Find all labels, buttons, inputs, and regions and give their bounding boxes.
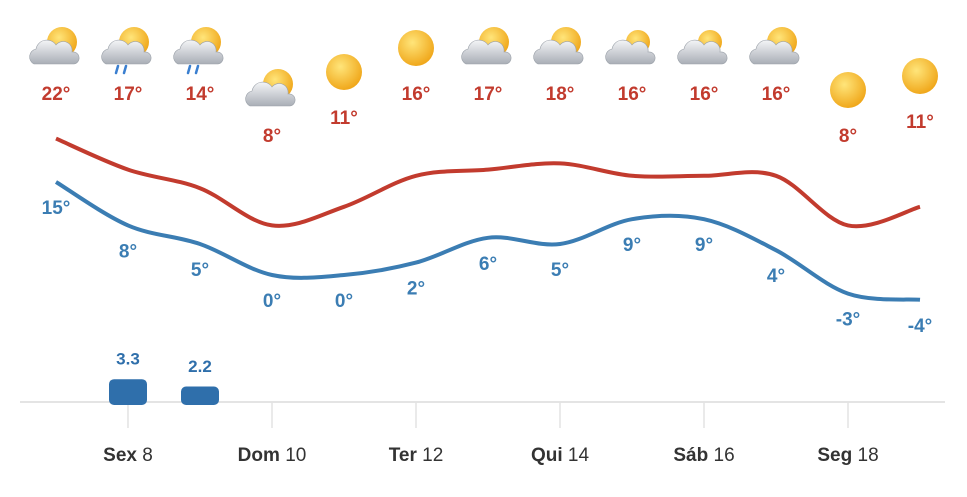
day: Sáb xyxy=(673,445,708,466)
cloud xyxy=(245,81,296,107)
date: 16 xyxy=(714,445,735,466)
weather-icon xyxy=(830,72,866,108)
precip-bar xyxy=(181,386,219,405)
x-tick-label: Seg 18 xyxy=(817,445,878,466)
temperature-label: 11° xyxy=(906,112,934,133)
weather-icon xyxy=(677,30,728,65)
sun xyxy=(326,54,362,90)
temperature-label: 8° xyxy=(839,126,857,147)
weather-icon xyxy=(245,69,296,107)
temperature-label: 11° xyxy=(330,108,358,129)
date: 12 xyxy=(422,445,443,466)
precip-label: 2.2 xyxy=(188,357,212,376)
x-tick-label: Ter 12 xyxy=(389,445,444,466)
weather-icon xyxy=(326,54,362,90)
day: Ter xyxy=(389,445,418,466)
temperature-label: 17° xyxy=(474,84,503,105)
precip-bar xyxy=(109,379,147,405)
cloud xyxy=(101,39,152,65)
cloud xyxy=(173,39,224,65)
temperature-label: 4° xyxy=(767,266,785,287)
temperature-label: 8° xyxy=(263,126,281,147)
temperature-label: 0° xyxy=(263,291,281,312)
precip-label: 3.3 xyxy=(116,350,140,369)
weather-icon xyxy=(29,27,80,65)
day: Qui xyxy=(531,445,563,466)
cloud xyxy=(461,39,512,65)
temperature-label: 5° xyxy=(191,260,209,281)
temperature-label: 9° xyxy=(623,235,641,256)
temperature-label: 16° xyxy=(690,84,719,105)
x-tick-label: Sáb 16 xyxy=(673,445,734,466)
cloud xyxy=(29,39,80,65)
temperature-label: 2° xyxy=(407,279,425,300)
temperature-line xyxy=(55,136,921,229)
temperature-label: 14° xyxy=(186,84,215,105)
raindrop xyxy=(122,64,128,75)
temperature-label: 15° xyxy=(42,198,71,219)
date: 8 xyxy=(142,445,153,466)
temperature-label: 16° xyxy=(618,84,647,105)
x-tick-label: Dom 10 xyxy=(238,445,307,466)
temperature-line xyxy=(54,180,921,302)
temperature-label: 0° xyxy=(335,291,353,312)
weather-icon xyxy=(398,30,434,66)
sun xyxy=(398,30,434,66)
temperature-label: -3° xyxy=(836,310,861,331)
day: Dom xyxy=(238,445,280,466)
raindrop xyxy=(114,64,120,75)
temperature-label: 16° xyxy=(402,84,431,105)
cloud xyxy=(749,39,800,65)
day: Sex xyxy=(103,445,137,466)
temperature-label: 6° xyxy=(479,254,497,275)
temperature-label: 16° xyxy=(762,84,791,105)
sun xyxy=(902,58,938,94)
temperature-label: -4° xyxy=(908,316,933,337)
temperature-label: 18° xyxy=(546,84,575,105)
temperature-label: 22° xyxy=(42,84,71,105)
raindrop xyxy=(186,64,192,75)
weather-icon xyxy=(101,27,152,75)
weather-icon xyxy=(605,30,656,65)
day: Seg xyxy=(817,445,852,466)
weather-icon xyxy=(749,27,800,65)
temperature-label: 5° xyxy=(551,260,569,281)
raindrop xyxy=(194,64,200,75)
weather-icon xyxy=(461,27,512,65)
temperature-label: 8° xyxy=(119,241,137,262)
cloud xyxy=(677,39,728,65)
x-tick-label: Qui 14 xyxy=(531,445,590,466)
date: 14 xyxy=(568,445,590,466)
temperature-label: 17° xyxy=(114,84,143,105)
weather-icon xyxy=(902,58,938,94)
temperature-label: 9° xyxy=(695,235,713,256)
x-tick-label: Sex 8 xyxy=(103,445,153,466)
weather-icon xyxy=(533,27,584,65)
date: 10 xyxy=(285,445,306,466)
sun xyxy=(830,72,866,108)
cloud xyxy=(605,39,656,65)
weather-icon xyxy=(173,27,224,75)
date: 18 xyxy=(858,445,879,466)
cloud xyxy=(533,39,584,65)
